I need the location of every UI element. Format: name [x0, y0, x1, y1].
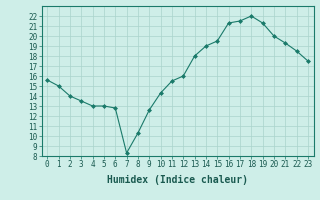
X-axis label: Humidex (Indice chaleur): Humidex (Indice chaleur) — [107, 175, 248, 185]
